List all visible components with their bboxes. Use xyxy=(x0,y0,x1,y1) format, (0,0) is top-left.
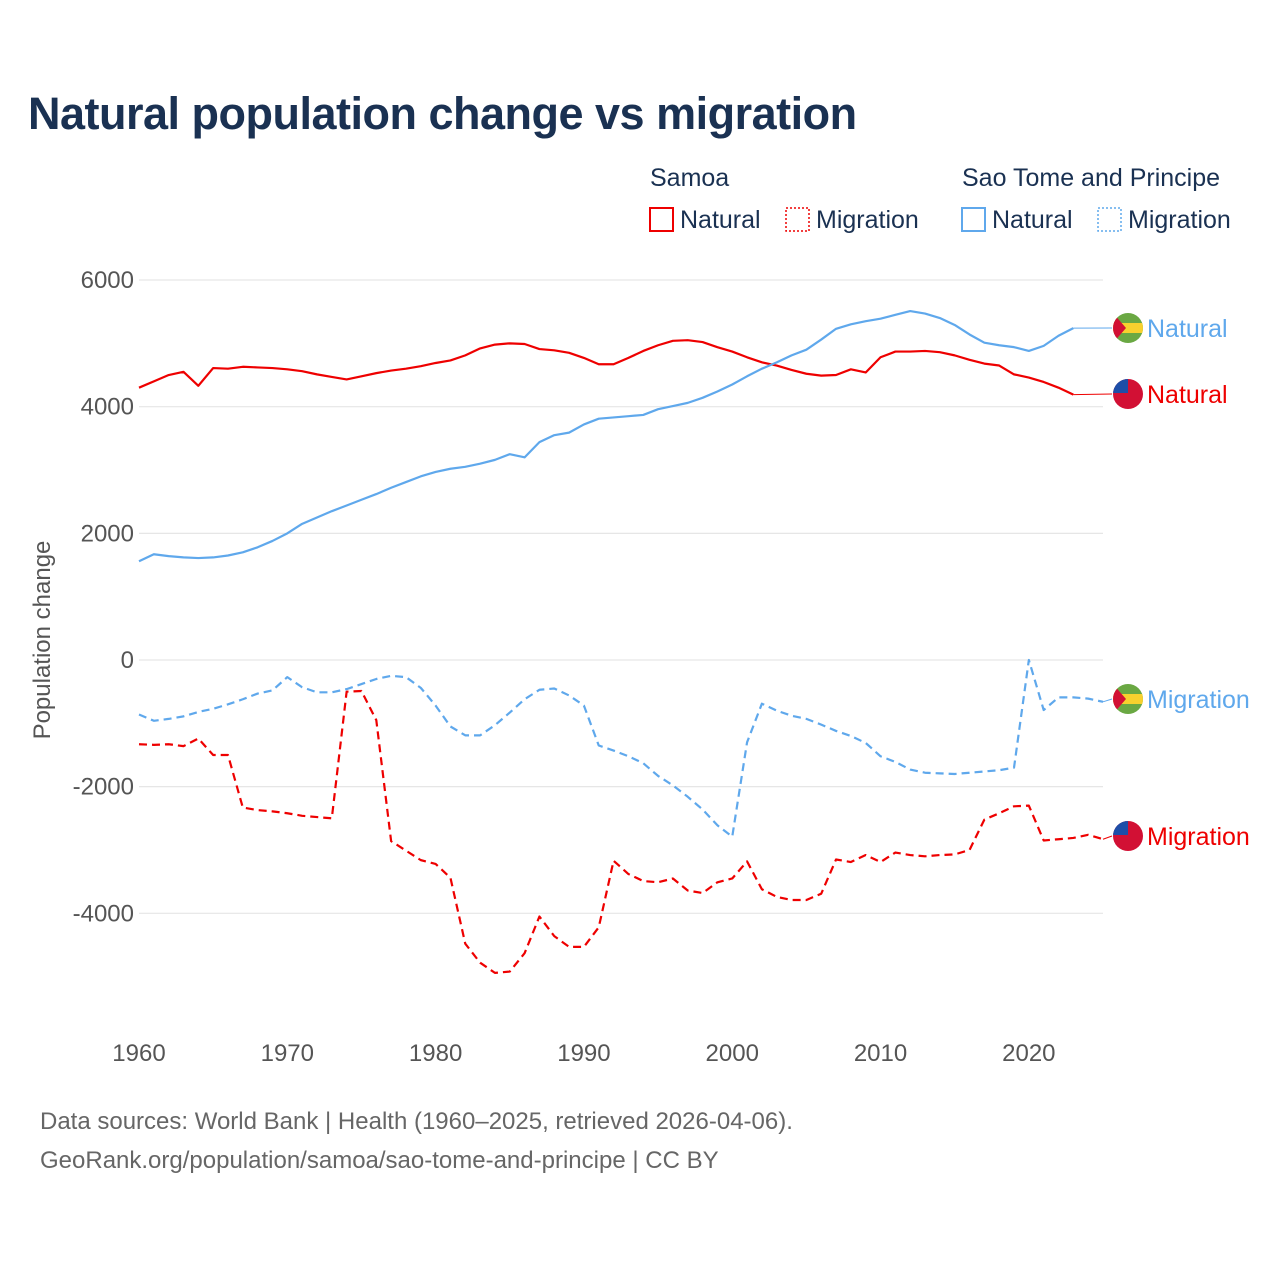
x-tick-label: 1990 xyxy=(557,1040,610,1067)
end-label: Natural xyxy=(1147,381,1228,409)
x-tick-label: 1970 xyxy=(261,1040,314,1067)
samoa-flag-icon xyxy=(1113,821,1143,851)
legend-item-label[interactable]: Natural xyxy=(992,206,1073,234)
legend-item-label[interactable]: Migration xyxy=(1128,206,1231,234)
series-line-sao-tome-and-principe-natural xyxy=(138,309,1074,563)
series-line-sao-tome-and-principe-migration xyxy=(138,658,1104,838)
samoa-flag-icon xyxy=(1113,379,1143,409)
flag-body xyxy=(1113,313,1143,343)
label-connector xyxy=(1102,698,1113,703)
y-axis: 6000 4000 2000 0 -2000 -4000 xyxy=(73,267,134,927)
x-tick-label: 2000 xyxy=(706,1040,759,1067)
legend-group-title: Sao Tome and Principe xyxy=(962,164,1220,192)
y-tick-label: -2000 xyxy=(73,774,134,801)
flag-body xyxy=(1113,821,1143,851)
series-lines xyxy=(138,309,1104,974)
x-tick-label: 2010 xyxy=(854,1040,907,1067)
gridlines xyxy=(139,279,1103,914)
legend-group-title: Samoa xyxy=(650,164,729,192)
series-line-samoa-natural xyxy=(138,339,1074,396)
flag-body xyxy=(1113,379,1143,409)
flag-canton xyxy=(1113,379,1128,393)
legend-swatch-migration[interactable] xyxy=(1097,207,1122,232)
flag-triangle xyxy=(1113,313,1126,343)
legend-swatch-natural[interactable] xyxy=(961,207,986,232)
flag-stripe xyxy=(1113,323,1143,333)
y-axis-label: Population change xyxy=(29,541,56,740)
flag-stripe xyxy=(1113,694,1143,704)
label-connector xyxy=(1073,393,1113,396)
end-label: Migration xyxy=(1147,686,1250,714)
y-tick-label: 0 xyxy=(121,647,134,674)
label-connector xyxy=(1102,835,1113,840)
y-tick-label: -4000 xyxy=(73,900,134,927)
legend-item-label[interactable]: Migration xyxy=(816,206,919,234)
end-label: Natural xyxy=(1147,315,1228,343)
sao-tome-flag-icon xyxy=(1113,684,1143,714)
flag-canton xyxy=(1113,821,1128,835)
legend-swatch-migration[interactable] xyxy=(785,207,810,232)
x-tick-label: 1960 xyxy=(112,1040,165,1067)
legend-item-label[interactable]: Natural xyxy=(680,206,761,234)
x-tick-label: 1980 xyxy=(409,1040,462,1067)
end-label: Migration xyxy=(1147,823,1250,851)
y-tick-label: 6000 xyxy=(81,267,134,294)
legend: Samoa Natural Migration Sao Tome and Princi… xyxy=(649,164,1231,234)
series-line-samoa-migration xyxy=(138,689,1104,974)
footer-source: Data sources: World Bank | Health (1960–… xyxy=(40,1108,793,1135)
flag-body xyxy=(1113,684,1143,714)
flag-triangle xyxy=(1113,684,1126,714)
footer-link[interactable]: GeoRank.org/population/samoa/sao-tome-an… xyxy=(40,1147,719,1174)
end-labels: Natural Migration Natural Migration xyxy=(1073,313,1250,851)
legend-swatch-natural[interactable] xyxy=(649,207,674,232)
y-tick-label: 2000 xyxy=(81,520,134,547)
x-axis: 1960 1970 1980 1990 2000 2010 2020 xyxy=(112,1040,1055,1067)
sao-tome-flag-icon xyxy=(1113,313,1143,343)
chart-title: Natural population change vs migration xyxy=(28,88,857,139)
y-tick-label: 4000 xyxy=(81,394,134,421)
x-tick-label: 2020 xyxy=(1002,1040,1055,1067)
